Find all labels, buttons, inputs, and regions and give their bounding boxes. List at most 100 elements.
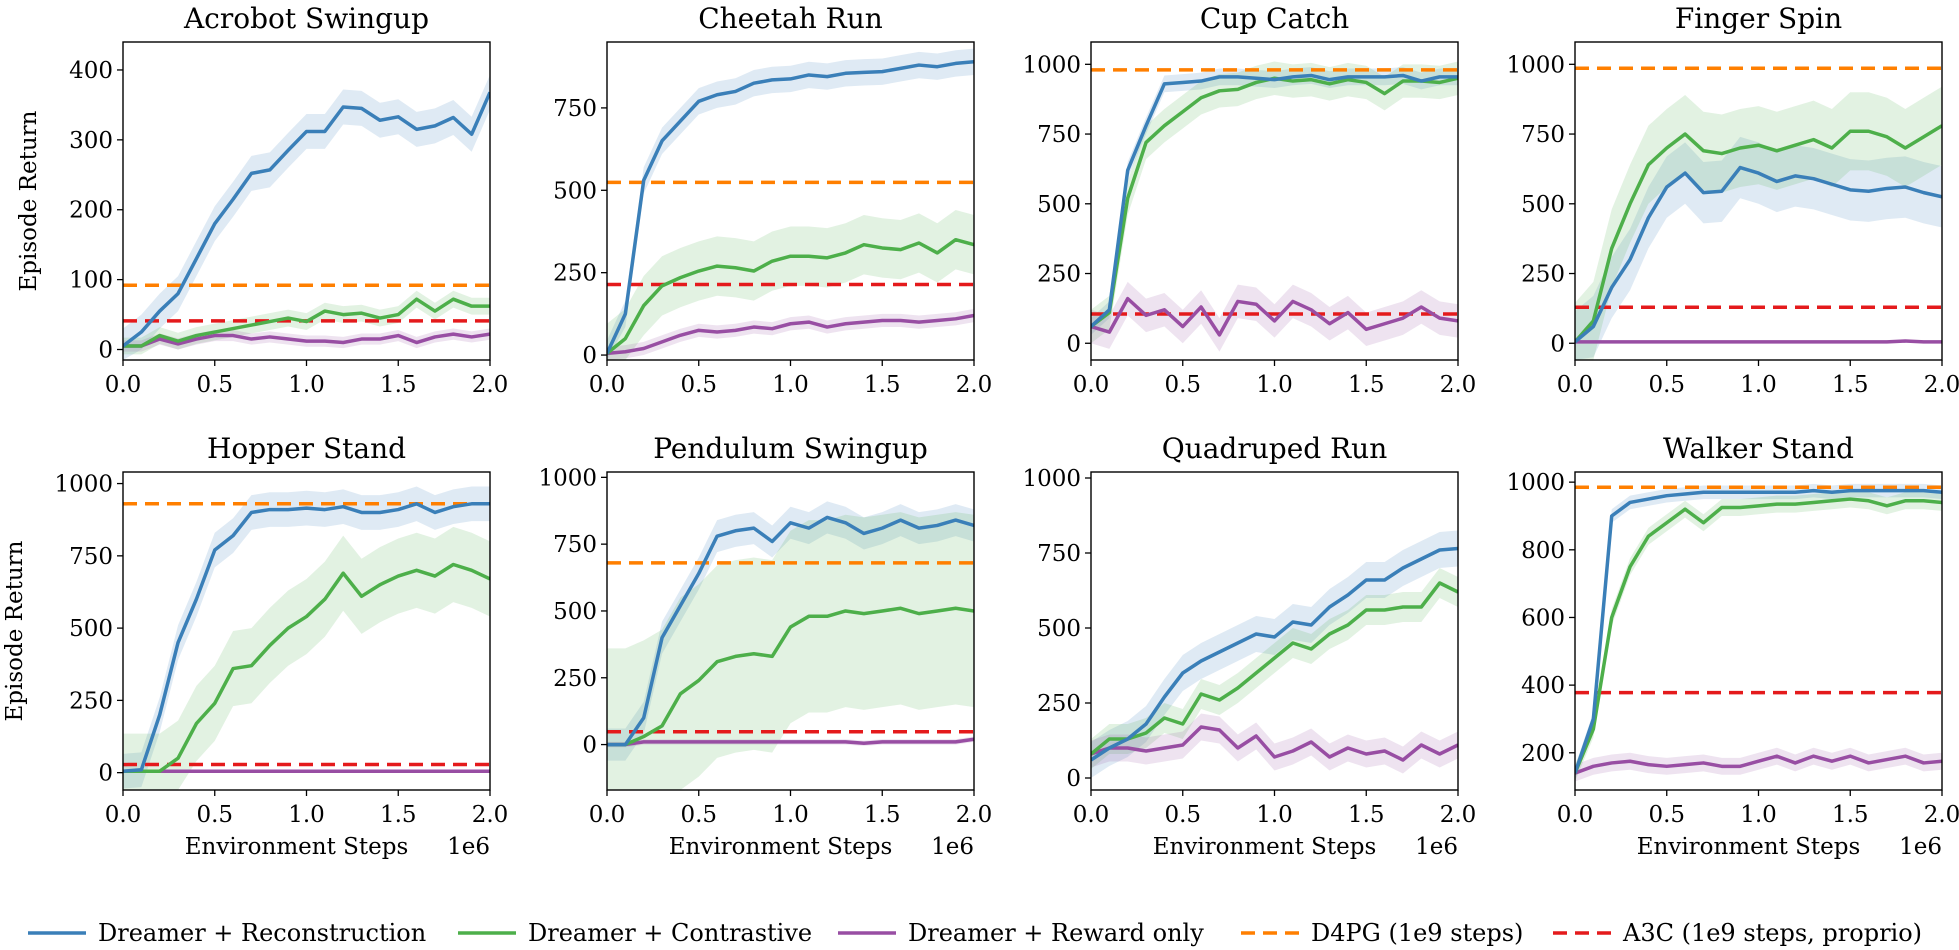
x-tick-label: 1.5 [380,802,417,828]
plot-area [607,501,974,790]
series-line [1091,296,1458,337]
y-tick-label: 250 [553,666,597,692]
y-tick-label: 400 [1521,673,1565,699]
plot-area [1575,66,1942,360]
x-offset-label: 1e6 [931,834,974,860]
x-tick-label: 0.0 [1073,802,1110,828]
series-band [1091,67,1458,335]
y-axis-label: Episode Return [16,110,42,291]
y-tick-label: 100 [69,268,113,294]
y-tick-label: 200 [1521,741,1565,767]
legend-item: A3C (1e9 steps, proprio) [1553,919,1922,947]
y-tick-label: 0 [582,733,597,759]
x-tick-label: 0.0 [1557,802,1594,828]
x-tick-label: 2.0 [472,372,509,398]
legend: Dreamer + Reconstruction Dreamer + Contra… [28,919,1922,947]
subplot-title: Cheetah Run [698,2,883,35]
series-line [607,606,974,747]
x-offset-label: 1e6 [447,834,490,860]
legend-item: Dreamer + Reconstruction [28,919,426,947]
y-tick-label: 500 [1037,192,1081,218]
series-band [1091,61,1458,344]
x-tick-label: 2.0 [956,802,993,828]
legend-item: Dreamer + Contrastive [458,919,812,947]
plot-area [607,48,974,360]
y-tick-label: 750 [553,532,597,558]
y-tick-label: 750 [69,544,113,570]
x-tick-label: 1.0 [288,372,325,398]
y-tick-label: 250 [1521,262,1565,288]
legend-label: Dreamer + Contrastive [528,919,812,947]
x-axis-label: Environment Steps [185,834,409,860]
y-tick-label: 1000 [1022,52,1081,78]
x-tick-label: 0.5 [680,372,717,398]
subplot-6: 0 250 500 750 1000 0.0 0.5 1.0 1.5 2.0 Quadruped R… [1022,432,1476,860]
subplot-title: Acrobot Swingup [183,2,429,35]
series-band [123,486,490,789]
series-line [1575,339,1942,344]
x-tick-label: 1.5 [864,802,901,828]
y-tick-label: 1000 [54,472,113,498]
subplot-title: Finger Spin [1675,2,1842,35]
series-line [123,91,490,348]
series-band [607,48,974,360]
y-tick-label: 1000 [1506,470,1565,496]
x-tick-label: 0.5 [680,802,717,828]
x-tick-label: 1.5 [864,372,901,398]
series-line [607,313,974,356]
x-tick-label: 1.0 [772,802,809,828]
subplot-2: 0 250 500 750 1000 0.0 0.5 1.0 1.5 2.0 Cup Catch [1022,2,1476,398]
y-tick-label: 500 [1037,616,1081,642]
series-band [1575,483,1942,780]
series-line [1575,497,1942,774]
y-tick-label: 0 [1066,766,1081,792]
axes-frame [1574,471,1943,791]
subplot-5: 0 250 500 750 1000 0.0 0.5 1.0 1.5 2.0 Pendulum Sw… [538,432,992,860]
series-line [1091,73,1458,328]
y-tick-label: 750 [1037,122,1081,148]
x-tick-label: 1.0 [772,372,809,398]
y-tick-label: 500 [553,178,597,204]
x-tick-label: 1.5 [1348,802,1385,828]
x-offset-label: 1e6 [1899,834,1942,860]
y-tick-label: 600 [1521,605,1565,631]
series-band [1091,530,1458,778]
x-tick-label: 1.0 [288,802,325,828]
x-axis-label: Environment Steps [1637,834,1861,860]
y-tick-label: 500 [553,599,597,625]
x-tick-label: 2.0 [1440,802,1477,828]
series-line [607,237,974,355]
series-line [123,562,490,773]
x-tick-label: 2.0 [956,372,993,398]
subplot-title: Quadruped Run [1162,432,1388,465]
series-band [607,308,974,360]
series-band [1091,713,1458,774]
subplot-3: 0 250 500 750 1000 0.0 0.5 1.0 1.5 2.0 Finger Spin [1506,2,1959,398]
y-tick-label: 0 [98,338,113,364]
subplot-4: 0 250 500 750 1000 0.0 0.5 1.0 1.5 2.0 Hopper Stan… [2,432,508,860]
y-tick-label: 500 [69,616,113,642]
y-tick-label: 1000 [538,465,597,491]
series-line [1091,546,1458,762]
y-tick-label: 1000 [1506,52,1565,78]
x-tick-label: 1.0 [1740,372,1777,398]
y-tick-label: 750 [1521,122,1565,148]
subplot-title: Cup Catch [1200,2,1349,35]
y-tick-label: 0 [98,761,113,787]
series-line [123,502,490,773]
x-tick-label: 1.0 [1740,802,1777,828]
series-line [1575,165,1942,344]
y-tick-label: 250 [1037,262,1081,288]
y-tick-label: 750 [1037,541,1081,567]
legend-item: Dreamer + Reward only [838,919,1204,947]
subplot-0: 0 100 200 300 400 0.0 0.5 1.0 1.5 2.0 Acrobot Swin… [16,2,508,398]
y-tick-label: 0 [1550,331,1565,357]
series-line [1575,754,1942,775]
series-line [123,297,490,348]
x-tick-label: 0.5 [196,802,233,828]
x-tick-label: 1.5 [380,372,417,398]
legend-label: D4PG (1e9 steps) [1311,919,1523,947]
y-tick-label: 250 [1037,691,1081,717]
x-tick-label: 1.5 [1832,802,1869,828]
